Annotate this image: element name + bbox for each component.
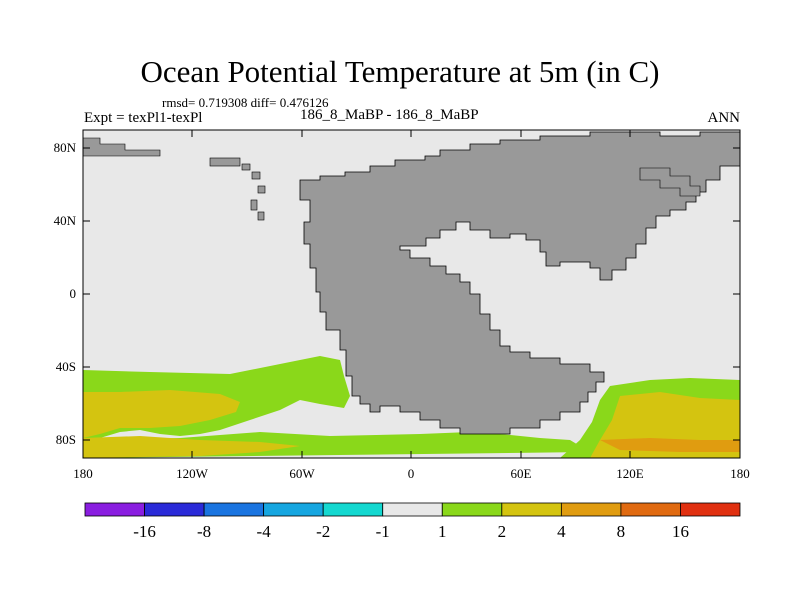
- colorbar-box-3: [263, 502, 324, 517]
- colorbar-label-6: 2: [498, 522, 507, 541]
- colorbar-box-2: [203, 502, 265, 517]
- colorbar-box-1: [144, 502, 205, 517]
- yellow-region-west: [83, 390, 240, 438]
- experiment-label: Expt = texPl1-texPl: [84, 110, 203, 126]
- colorbar-label-9: 16: [672, 522, 689, 541]
- colorbar-box-7: [501, 502, 562, 517]
- x-tick-180w: 180: [73, 466, 93, 481]
- x-tick-60w: 60W: [289, 466, 315, 481]
- land-main-continent: [299, 131, 741, 435]
- colorbar-label-0: -16: [133, 522, 156, 541]
- land-island-2: [241, 163, 251, 171]
- y-tick-80n: 80N: [54, 140, 77, 155]
- land-arctic-west: [82, 137, 161, 157]
- colorbar-label-2: -4: [257, 522, 272, 541]
- plot-title: Ocean Potential Temperature at 5m (in C): [140, 54, 660, 89]
- x-axis: [82, 130, 741, 458]
- colorbar-label-1: -8: [197, 522, 211, 541]
- colorbar-box-9: [620, 502, 681, 517]
- x-tick-120e: 120E: [616, 466, 644, 481]
- land-island-1: [209, 157, 241, 167]
- colorbar-box-0: [84, 502, 145, 517]
- land-island-3: [251, 171, 261, 180]
- y-tick-40n: 40N: [54, 213, 77, 228]
- case-label: 186_8_MaBP - 186_8_MaBP: [300, 107, 479, 123]
- land-island-5: [250, 199, 258, 211]
- colorbar: -16 -8 -4 -2 -1 1 2 4 8 16: [84, 502, 741, 541]
- colorbar-box-6: [441, 502, 503, 517]
- stats-line: rmsd= 0.719308 diff= 0.476126: [162, 95, 329, 110]
- land-arctic-east: [639, 167, 701, 197]
- x-tick-0: 0: [408, 466, 415, 481]
- y-tick-80s: 80S: [56, 432, 76, 447]
- land-island-4: [257, 185, 266, 194]
- colorbar-label-8: 8: [617, 522, 626, 541]
- colorbar-label-4: -1: [376, 522, 390, 541]
- colorbar-label-3: -2: [316, 522, 330, 541]
- colorbar-label-7: 4: [557, 522, 566, 541]
- orange-region-east: [600, 438, 740, 452]
- y-tick-0: 0: [70, 286, 77, 301]
- colorbar-box-8: [560, 502, 622, 517]
- colorbar-box-4: [322, 502, 384, 517]
- season-label: ANN: [707, 110, 741, 126]
- x-tick-180e: 180: [730, 466, 750, 481]
- colorbar-box-5: [382, 502, 443, 517]
- y-axis: [83, 147, 740, 441]
- x-tick-120w: 120W: [176, 466, 209, 481]
- x-tick-60e: 60E: [511, 466, 532, 481]
- colorbar-box-10: [680, 502, 741, 517]
- colorbar-label-5: 1: [438, 522, 447, 541]
- yellow-region-bottom: [83, 436, 300, 458]
- land-island-6: [257, 211, 265, 221]
- y-tick-40s: 40S: [56, 359, 76, 374]
